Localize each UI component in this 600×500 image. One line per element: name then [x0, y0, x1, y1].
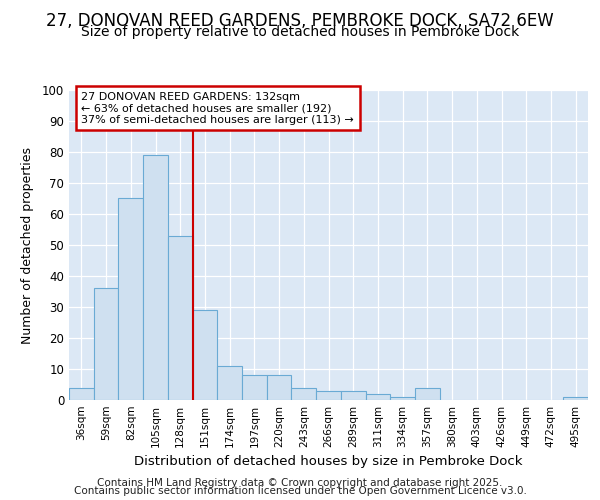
Bar	[118, 198, 143, 400]
Bar	[217, 366, 242, 400]
Text: Contains public sector information licensed under the Open Government Licence v3: Contains public sector information licen…	[74, 486, 526, 496]
Bar	[242, 375, 267, 400]
Bar	[316, 390, 341, 400]
Bar	[415, 388, 440, 400]
Y-axis label: Number of detached properties: Number of detached properties	[20, 146, 34, 344]
Text: 27, DONOVAN REED GARDENS, PEMBROKE DOCK, SA72 6EW: 27, DONOVAN REED GARDENS, PEMBROKE DOCK,…	[46, 12, 554, 30]
Bar	[563, 397, 588, 400]
Bar	[94, 288, 118, 400]
Bar	[168, 236, 193, 400]
Bar	[365, 394, 390, 400]
Text: Contains HM Land Registry data © Crown copyright and database right 2025.: Contains HM Land Registry data © Crown c…	[97, 478, 503, 488]
Bar	[69, 388, 94, 400]
X-axis label: Distribution of detached houses by size in Pembroke Dock: Distribution of detached houses by size …	[134, 456, 523, 468]
Bar	[390, 397, 415, 400]
Bar	[267, 375, 292, 400]
Bar	[292, 388, 316, 400]
Bar	[341, 390, 365, 400]
Bar	[143, 155, 168, 400]
Text: 27 DONOVAN REED GARDENS: 132sqm
← 63% of detached houses are smaller (192)
37% o: 27 DONOVAN REED GARDENS: 132sqm ← 63% of…	[82, 92, 354, 124]
Bar	[193, 310, 217, 400]
Text: Size of property relative to detached houses in Pembroke Dock: Size of property relative to detached ho…	[81, 25, 519, 39]
